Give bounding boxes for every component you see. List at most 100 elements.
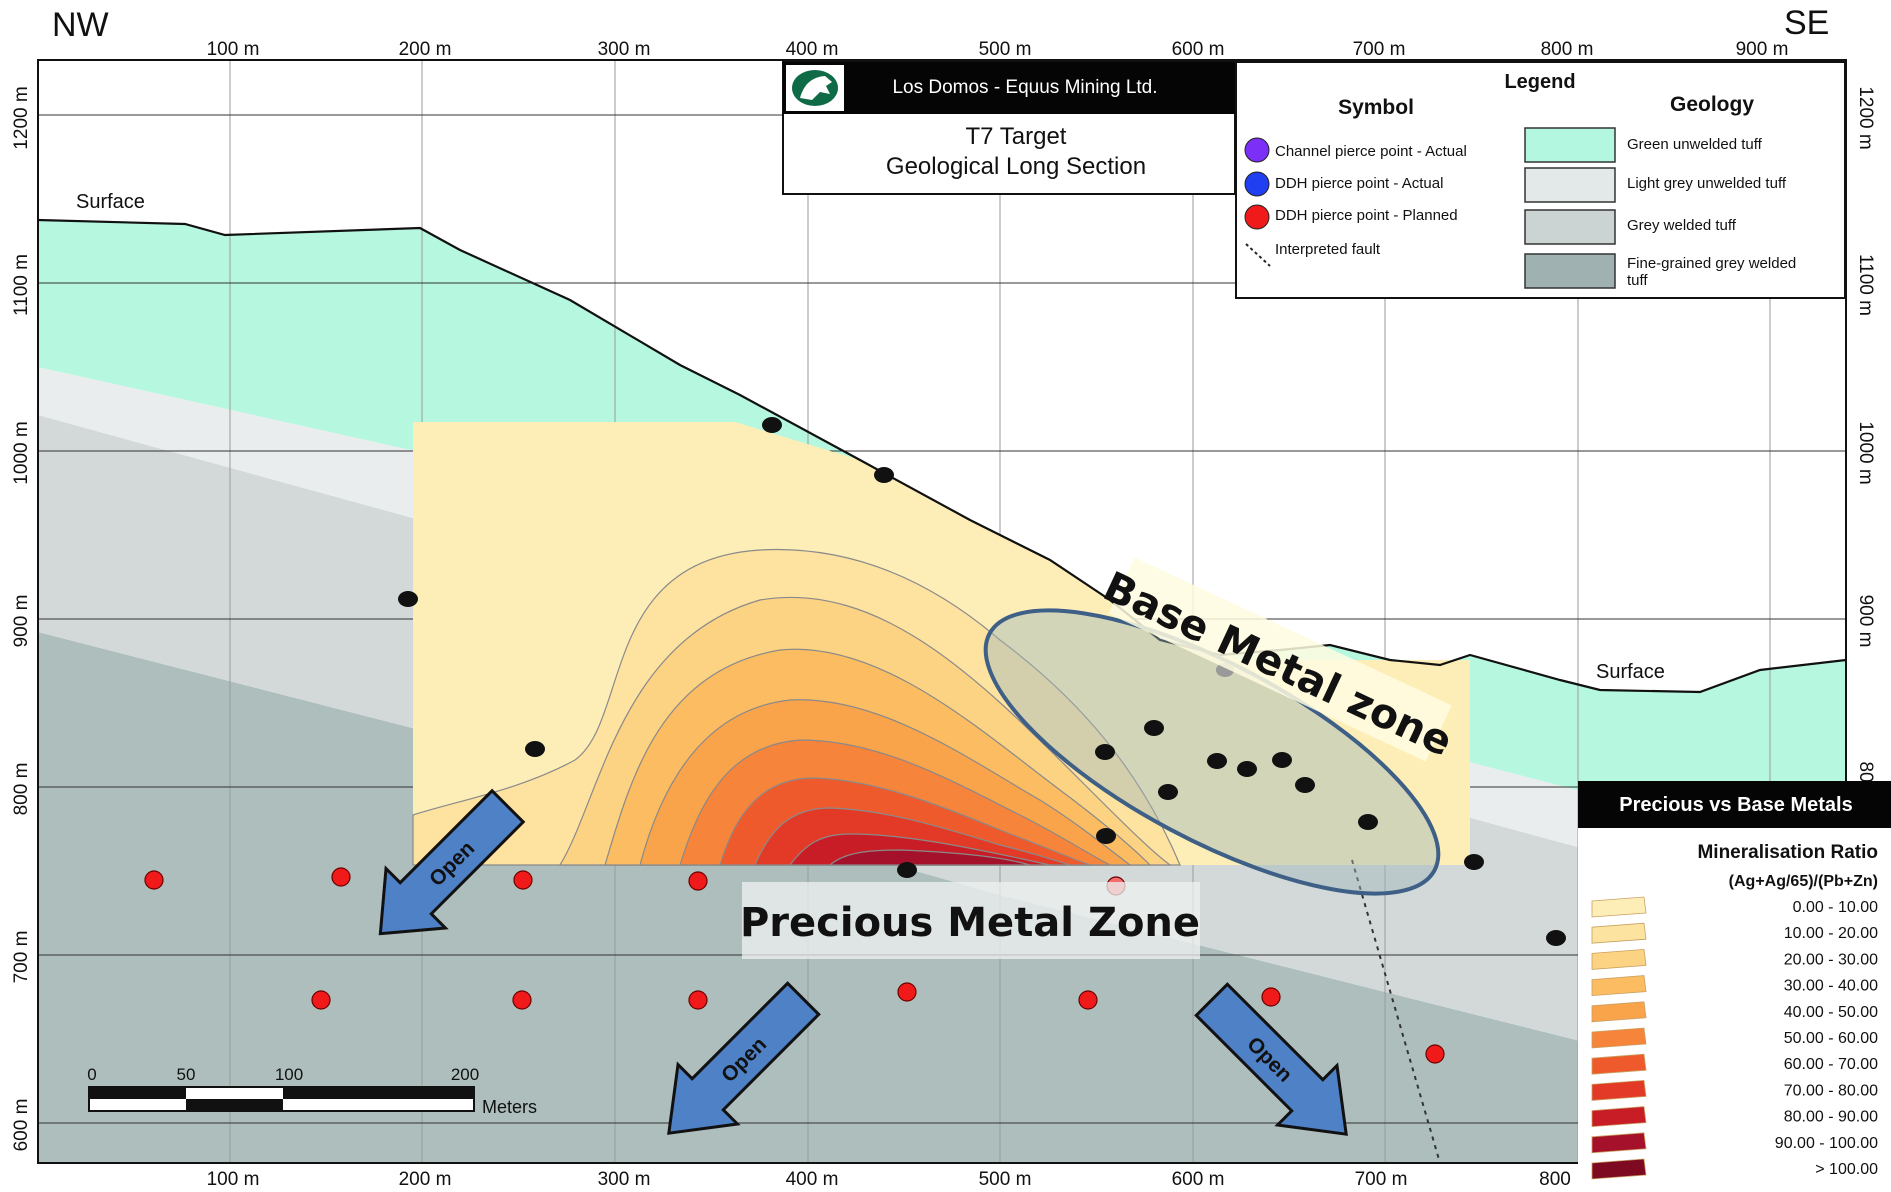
- scale-bar: 0 50 100 200 Meters: [87, 1065, 537, 1117]
- top-x-tick: 700 m: [1353, 39, 1406, 60]
- ratio-class-label: 0.00 - 10.00: [1793, 899, 1879, 916]
- ratio-class-label: > 100.00: [1815, 1161, 1878, 1178]
- planned-point: [513, 870, 533, 890]
- pierce-point: [1272, 752, 1292, 768]
- scale-tick: 0: [87, 1065, 96, 1084]
- ratio-class-label: 70.00 - 80.00: [1784, 1082, 1878, 1099]
- ratio-class-label: 10.00 - 20.00: [1784, 925, 1878, 942]
- ratio-class-label: 60.00 - 70.00: [1784, 1056, 1878, 1073]
- legend-geology-label: Green unwelded tuff: [1627, 136, 1763, 153]
- right-y-tick: 80: [1855, 761, 1876, 782]
- ratio-class-swatch: [1591, 1106, 1647, 1128]
- ratio-class-swatch: [1591, 1027, 1647, 1049]
- bottom-x-tick: 600 m: [1172, 1169, 1225, 1190]
- top-x-tick: 600 m: [1172, 39, 1225, 60]
- horse-head-logo-icon: [792, 70, 838, 106]
- left-y-tick: 900 m: [11, 595, 32, 648]
- legend-geology-label: Light grey unwelded tuff: [1627, 175, 1787, 192]
- ratio-legend-header-bar: [1578, 781, 1891, 828]
- ratio-legend-formula: (Ag+Ag/65)/(Pb+Zn): [1729, 873, 1878, 890]
- pierce-point: [874, 467, 894, 483]
- ratio-class-swatch: [1591, 1158, 1647, 1180]
- section-title-line2: Geological Long Section: [886, 153, 1146, 180]
- legend-box: Legend Symbol Geology Channel pierce poi…: [1235, 61, 1846, 299]
- left-y-tick: 1100 m: [11, 254, 32, 316]
- ratio-legend: Precious vs Base Metals Mineralisation R…: [1578, 781, 1891, 1192]
- planned-point: [311, 990, 331, 1010]
- bottom-x-tick: 300 m: [598, 1169, 651, 1190]
- bottom-x-tick: 200 m: [399, 1169, 452, 1190]
- left-y-axis: 1200 m 1100 m 1000 m 900 m 800 m 700 m 6…: [11, 86, 32, 1151]
- planned-point: [512, 990, 532, 1010]
- surface-label-right: Surface: [1596, 661, 1665, 683]
- legend-symbol-label: DDH pierce point - Planned: [1275, 207, 1458, 224]
- ratio-class-swatch: [1591, 922, 1647, 944]
- geology-swatch: [1524, 127, 1616, 163]
- blue-dot-icon: [1244, 171, 1270, 197]
- geology-label-line: Fine-grained grey welded: [1627, 255, 1796, 272]
- right-y-tick: 1000 m: [1855, 421, 1876, 484]
- pierce-point: [1464, 854, 1484, 870]
- mineralisation-contours: [412, 422, 1470, 866]
- planned-point: [1078, 990, 1098, 1010]
- geology-swatch: [1524, 167, 1616, 203]
- ratio-class-swatch: [1591, 1079, 1647, 1101]
- ratio-class-swatch: [1591, 975, 1647, 997]
- ratio-legend-title: Mineralisation Ratio: [1697, 842, 1878, 863]
- top-x-tick: 500 m: [979, 39, 1032, 60]
- title-box-header: [783, 62, 1235, 114]
- legend-symbol-label: DDH pierce point - Actual: [1275, 175, 1443, 192]
- planned-point: [688, 871, 708, 891]
- legend-symbol-label: Interpreted fault: [1275, 241, 1381, 258]
- purple-dot-icon: [1244, 137, 1270, 163]
- left-y-tick: 1000 m: [11, 421, 32, 484]
- pierce-point: [1144, 720, 1164, 736]
- bottom-x-tick: 700 m: [1355, 1169, 1408, 1190]
- left-y-tick: 700 m: [11, 931, 32, 984]
- ratio-class-label: 30.00 - 40.00: [1784, 978, 1878, 995]
- bottom-x-tick: 100 m: [207, 1169, 260, 1190]
- scale-unit: Meters: [482, 1097, 537, 1117]
- top-x-tick: 800 m: [1541, 39, 1594, 60]
- precious-metal-zone-label-bg: [742, 882, 1200, 959]
- scale-tick: 200: [451, 1065, 479, 1084]
- planned-point: [897, 982, 917, 1002]
- top-x-tick: 100 m: [207, 39, 260, 60]
- right-y-tick: 1100 m: [1855, 254, 1876, 316]
- ratio-class-swatch: [1591, 1001, 1647, 1023]
- planned-point: [688, 990, 708, 1010]
- precious-metal-zone-label: Precious Metal Zone: [740, 900, 1200, 946]
- direction-se: SE: [1784, 4, 1829, 42]
- right-y-axis: 1200 m 1100 m 1000 m 900 m 80: [1855, 86, 1876, 782]
- legend-title: Legend: [1504, 71, 1575, 93]
- pierce-point: [1237, 761, 1257, 777]
- legend-symbol-header: Symbol: [1338, 96, 1414, 119]
- right-y-tick: 900 m: [1855, 595, 1876, 648]
- ratio-class-label: 20.00 - 30.00: [1784, 951, 1878, 968]
- planned-point: [144, 870, 164, 890]
- top-x-tick: 300 m: [598, 39, 651, 60]
- ratio-class-label: 90.00 - 100.00: [1775, 1135, 1878, 1152]
- ratio-class-swatch: [1591, 896, 1647, 918]
- surface-label-left: Surface: [76, 191, 145, 213]
- legend-geology-label: Grey welded tuff: [1627, 217, 1737, 234]
- ratio-classes: 0.00 - 10.00 10.00 - 20.00 20.00 - 30.00 30…: [1591, 896, 1879, 1180]
- plot-frame: [37, 59, 1847, 1164]
- left-y-tick: 1200 m: [11, 86, 32, 149]
- planned-point: [1261, 987, 1281, 1007]
- ddh-pierce-points-actual: [398, 417, 1566, 946]
- ratio-class-swatch: [1591, 1132, 1647, 1154]
- ratio-class-swatch: [1591, 1053, 1647, 1075]
- pierce-point: [1358, 814, 1378, 830]
- top-x-tick: 400 m: [786, 39, 839, 60]
- direction-nw: NW: [52, 6, 109, 44]
- pierce-point: [1546, 930, 1566, 946]
- left-y-tick: 600 m: [11, 1099, 32, 1152]
- planned-point: [331, 867, 351, 887]
- scale-tick: 50: [177, 1065, 196, 1084]
- legend-geology-header: Geology: [1670, 93, 1754, 116]
- pierce-point: [1096, 828, 1116, 844]
- right-y-tick: 1200 m: [1855, 86, 1876, 149]
- title-box: Los Domos - Equus Mining Ltd. T7 Target …: [782, 61, 1236, 195]
